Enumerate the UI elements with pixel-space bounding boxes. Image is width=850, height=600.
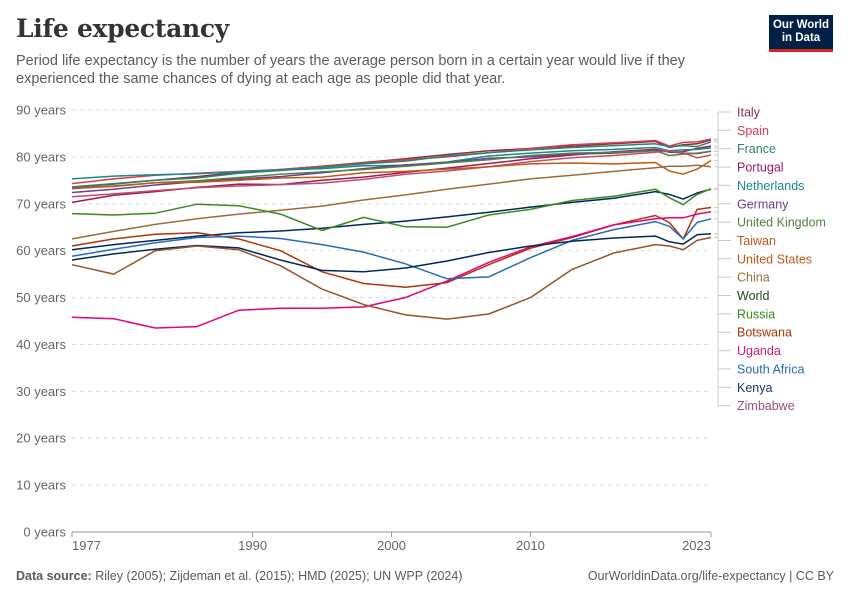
series-line-botswana xyxy=(71,206,712,288)
legend-label-botswana: Botswana xyxy=(737,326,792,340)
series-line-south-africa xyxy=(71,218,712,280)
chart-subtitle: Period life expectancy is the number of … xyxy=(16,53,685,87)
legend-label-south-africa: South Africa xyxy=(737,362,804,376)
legend-connector xyxy=(714,154,731,241)
x-tick-label: 2023 xyxy=(682,538,711,553)
legend-label-netherlands: Netherlands xyxy=(737,179,804,193)
legend-connector xyxy=(714,211,731,352)
data-source: Data source: Riley (2005); Zijdeman et a… xyxy=(16,569,463,583)
series-line-russia xyxy=(71,188,712,232)
y-tick-label: 90 years xyxy=(16,103,66,118)
y-tick-label: 50 years xyxy=(16,290,66,305)
y-tick-label: 30 years xyxy=(16,384,66,399)
legend-label-italy: Italy xyxy=(737,106,761,120)
x-axis: 1977 1990 2000 2010 2023 xyxy=(71,531,712,553)
series-line-china xyxy=(71,164,712,240)
legend-label-germany: Germany xyxy=(737,197,789,211)
series-line-zimbabwe xyxy=(71,236,712,320)
legend-connector xyxy=(714,160,731,260)
y-tick-label: 20 years xyxy=(16,431,66,446)
y-tick-label: 60 years xyxy=(16,243,66,258)
legend-label-world: World xyxy=(737,289,769,303)
y-tick-label: 70 years xyxy=(16,196,66,211)
series-line-united-states xyxy=(71,159,712,190)
legend-label-united-kingdom: United Kingdom xyxy=(737,216,826,230)
series-line-uganda xyxy=(71,210,712,329)
legend-label-uganda: Uganda xyxy=(737,344,781,358)
legend-connector xyxy=(714,218,731,370)
series-line-france xyxy=(71,141,712,188)
data-source-text: Riley (2005); Zijdeman et al. (2015); HM… xyxy=(95,569,463,583)
series-line-united-kingdom xyxy=(71,150,712,190)
legend-label-united-states: United States xyxy=(737,252,812,266)
legend-connector xyxy=(714,237,731,407)
legend-label-zimbabwe: Zimbabwe xyxy=(737,399,795,413)
legend-connector xyxy=(714,150,731,205)
x-tick-label: 1990 xyxy=(238,538,267,553)
legend-label-portugal: Portugal xyxy=(737,161,784,175)
legend-connector xyxy=(714,111,731,141)
legend-connector xyxy=(714,145,731,168)
owid-logo[interactable]: Our World in Data xyxy=(769,15,833,52)
y-tick-label: 0 years xyxy=(23,525,66,540)
gridlines xyxy=(72,109,711,486)
x-tick-label: 2010 xyxy=(516,538,545,553)
legend-connector xyxy=(714,188,731,296)
series-line-world xyxy=(71,188,712,251)
y-tick-label: 10 years xyxy=(16,478,66,493)
legend-label-kenya: Kenya xyxy=(737,381,772,395)
logo-line-1: Our World xyxy=(772,19,829,31)
data-source-label: Data source: xyxy=(16,569,92,583)
legend-label-france: France xyxy=(737,142,776,156)
legend-label-russia: Russia xyxy=(737,307,775,321)
series-line-italy xyxy=(71,139,712,189)
legend-label-taiwan: Taiwan xyxy=(737,234,776,248)
y-axis: 0 years 10 years 20 years 30 years 40 years 5… xyxy=(16,103,66,540)
legend: Italy Spain France Portugal Netherlands Germa… xyxy=(737,106,826,414)
legend-connector xyxy=(714,233,731,388)
series-lines xyxy=(71,138,712,329)
series-line-taiwan xyxy=(71,150,712,198)
page-title: Life expectancy xyxy=(16,14,230,43)
source-link[interactable]: OurWorldinData.org/life-expectancy | CC … xyxy=(587,569,834,583)
x-tick-label: 2000 xyxy=(377,538,406,553)
legend-connector xyxy=(714,129,731,140)
y-tick-label: 80 years xyxy=(16,149,66,164)
legend-connector xyxy=(714,141,731,150)
legend-connectors xyxy=(714,111,731,407)
legend-label-china: China xyxy=(737,271,770,285)
legend-label-spain: Spain xyxy=(737,124,769,138)
x-tick-label: 1977 xyxy=(72,538,101,553)
y-tick-label: 40 years xyxy=(16,337,66,352)
logo-line-2: in Data xyxy=(781,32,821,44)
